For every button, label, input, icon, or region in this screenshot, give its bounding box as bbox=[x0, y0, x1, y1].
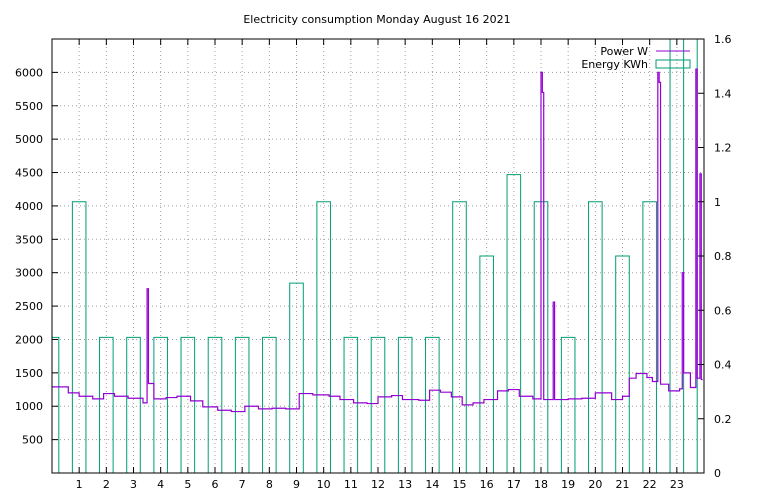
x-tick-label: 5 bbox=[184, 478, 191, 491]
energy-bar bbox=[234, 336, 250, 473]
x-tick-label: 4 bbox=[157, 478, 164, 491]
energy-bar bbox=[153, 336, 168, 473]
x-tick-label: 12 bbox=[371, 478, 385, 491]
x-tick-label: 23 bbox=[670, 478, 684, 491]
x-tick-label: 1 bbox=[76, 478, 83, 491]
energy-bar bbox=[71, 201, 87, 473]
y2-tick-label: 0.4 bbox=[714, 359, 732, 372]
energy-bar bbox=[425, 336, 440, 473]
y2-tick-label: 1 bbox=[714, 196, 721, 209]
energy-bar bbox=[642, 201, 657, 473]
x-tick-label: 16 bbox=[480, 478, 494, 491]
energy-bar bbox=[615, 255, 630, 473]
legend-energy-label: Energy KWh bbox=[581, 58, 648, 71]
x-tick-label: 22 bbox=[643, 478, 657, 491]
y2-tick-label: 1.6 bbox=[714, 33, 732, 46]
y-tick-label: 1000 bbox=[15, 400, 43, 413]
y2-tick-label: 0.6 bbox=[714, 304, 732, 317]
chart-title: Electricity consumption Monday August 16… bbox=[243, 13, 510, 26]
x-tick-label: 13 bbox=[398, 478, 412, 491]
y2-tick-label: 0.2 bbox=[714, 413, 732, 426]
y2-tick-label: 0 bbox=[714, 467, 721, 480]
legend-power-label: Power W bbox=[600, 45, 648, 58]
energy-bar bbox=[452, 201, 467, 473]
power-line-group bbox=[52, 68, 703, 413]
energy-bar bbox=[343, 336, 359, 473]
energy-bar bbox=[479, 255, 494, 473]
y-tick-label: 4000 bbox=[15, 200, 43, 213]
x-tick-label: 6 bbox=[212, 478, 219, 491]
y2-tick-label: 1.4 bbox=[714, 87, 732, 100]
energy-bar bbox=[207, 336, 223, 473]
energy-bar bbox=[126, 336, 141, 473]
y-tick-label: 3500 bbox=[15, 233, 43, 246]
y-tick-label: 2500 bbox=[15, 300, 43, 313]
y-tick-label: 2000 bbox=[15, 333, 43, 346]
x-tick-label: 14 bbox=[425, 478, 439, 491]
x-tick-label: 8 bbox=[266, 478, 273, 491]
y-tick-label: 5000 bbox=[15, 133, 43, 146]
x-tick-label: 3 bbox=[130, 478, 137, 491]
y-tick-label: 3000 bbox=[15, 267, 43, 280]
energy-bar bbox=[588, 201, 603, 473]
energy-bar bbox=[506, 174, 522, 473]
energy-bar bbox=[51, 336, 60, 473]
axes: 1 2 3 4 5 6 7 8 9 10 11 12 13 14 15 16 17 18 19 20 21 22 23500… bbox=[15, 33, 732, 491]
x-tick-label: 10 bbox=[317, 478, 331, 491]
x-tick-label: 7 bbox=[239, 478, 246, 491]
x-tick-label: 17 bbox=[507, 478, 521, 491]
energy-bar bbox=[262, 336, 277, 473]
x-tick-label: 2 bbox=[103, 478, 110, 491]
x-tick-label: 18 bbox=[534, 478, 548, 491]
energy-bar bbox=[560, 336, 576, 473]
grid-lines bbox=[52, 39, 704, 473]
energy-bar bbox=[316, 201, 331, 473]
y-tick-label: 500 bbox=[22, 434, 43, 447]
energy-bar bbox=[397, 336, 413, 473]
energy-bar bbox=[180, 336, 196, 473]
x-tick-label: 20 bbox=[588, 478, 602, 491]
legend-energy-box bbox=[655, 59, 691, 69]
y-tick-label: 6000 bbox=[15, 66, 43, 79]
x-tick-label: 11 bbox=[344, 478, 358, 491]
y-tick-label: 1500 bbox=[15, 367, 43, 380]
y2-tick-label: 0.8 bbox=[714, 250, 732, 263]
energy-bar bbox=[289, 282, 304, 473]
y-tick-label: 4500 bbox=[15, 167, 43, 180]
power-line bbox=[52, 68, 703, 413]
legend: Power W Energy KWh bbox=[581, 45, 691, 71]
energy-bar bbox=[99, 336, 114, 473]
x-tick-label: 9 bbox=[293, 478, 300, 491]
energy-bar bbox=[370, 336, 386, 473]
x-tick-label: 21 bbox=[616, 478, 630, 491]
y-tick-label: 5500 bbox=[15, 100, 43, 113]
x-tick-label: 19 bbox=[561, 478, 575, 491]
x-tick-label: 15 bbox=[453, 478, 467, 491]
y2-tick-label: 1.2 bbox=[714, 142, 732, 155]
